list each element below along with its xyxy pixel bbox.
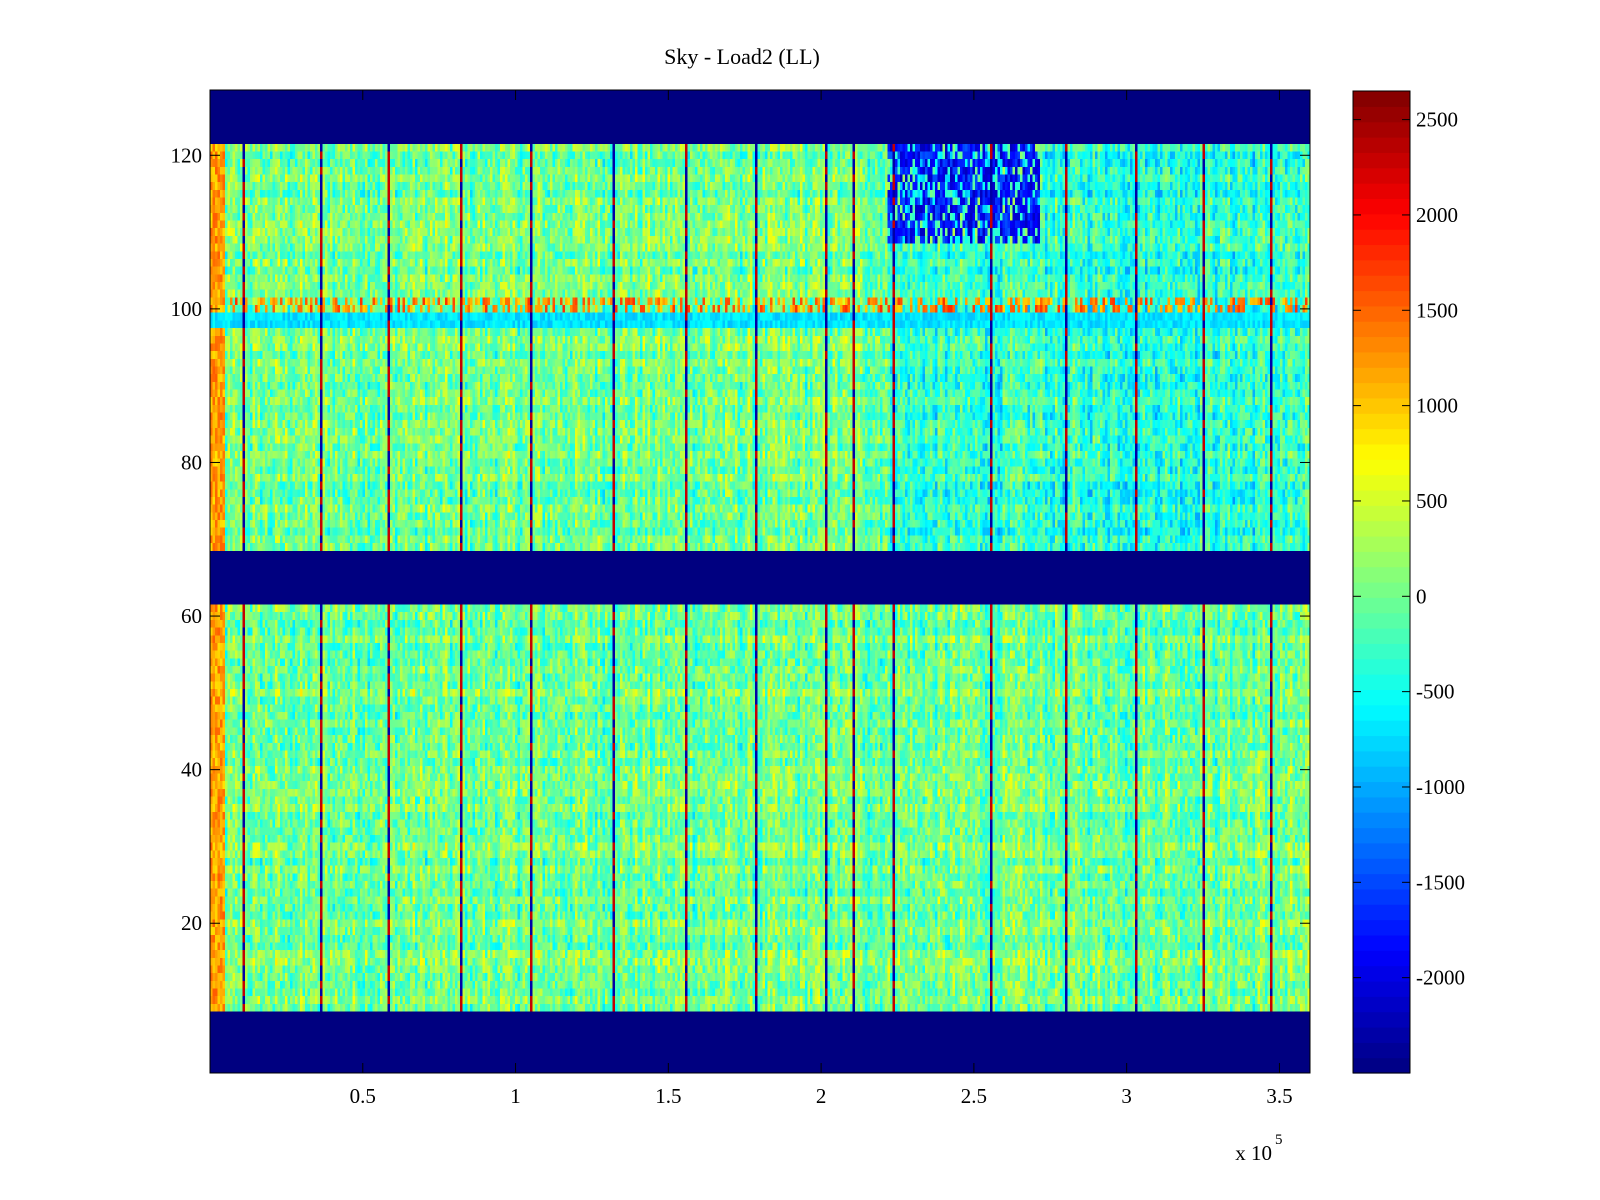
colorbar-segment [1353,551,1410,568]
colorbar-segment [1353,229,1410,246]
colorbar-segment [1353,474,1410,491]
colorbar-segment [1353,812,1410,829]
colorbar-segment [1353,566,1410,583]
colorbar-segment [1353,643,1410,660]
heatmap-image [210,90,1310,1073]
x-tick-label: 2.5 [961,1084,987,1108]
colorbar-segment [1353,167,1410,184]
x-exponent-base: x 10 [1235,1141,1272,1165]
colorbar-segment [1353,904,1410,921]
colorbar-segment [1353,1057,1410,1074]
colorbar-tick-label: -1500 [1416,870,1465,894]
colorbar-segment [1353,781,1410,798]
plot-frame [209,89,1311,1074]
colorbar-tick-label: -1000 [1416,775,1465,799]
colorbar-tick-label: -500 [1416,680,1455,704]
colorbar-segment [1353,367,1410,384]
colorbar-tick-label: 1000 [1416,394,1458,418]
y-tick-label: 60 [181,604,202,628]
colorbar-tick-label: -2000 [1416,966,1465,990]
colorbar-segment [1353,275,1410,292]
colorbar-segment [1353,750,1410,767]
y-tick-label: 120 [171,143,203,167]
plot-area [209,89,1311,1074]
colorbar-segment [1353,612,1410,629]
colorbar-segment [1353,796,1410,813]
x-axis: 0.5 1 1.5 2 2.5 3 3.5 [350,90,1293,1108]
x-tick-label: 1 [510,1084,521,1108]
x-exponent-power: 5 [1275,1132,1283,1148]
colorbar-segment [1353,290,1410,307]
colorbar-segment [1353,351,1410,368]
colorbar-segment [1353,183,1410,200]
y-tick-label: 100 [171,297,203,321]
colorbar-segment [1353,382,1410,399]
colorbar-segment [1353,950,1410,967]
colorbar-segment [1353,121,1410,138]
colorbar-tick-label: 2500 [1416,108,1458,132]
colorbar-segment [1353,244,1410,261]
colorbar-segment [1353,873,1410,890]
colorbar-segment [1353,1042,1410,1059]
colorbar-segment [1353,996,1410,1013]
colorbar: 2500 2000 1500 1000 500 0 -500 -1000 -1500 -2000 [1352,90,1465,1074]
colorbar-segment [1353,305,1410,322]
chart-title: Sky - Load2 (LL) [664,44,820,69]
colorbar-tick-label: 2000 [1416,203,1458,227]
colorbar-segment [1353,259,1410,276]
x-tick-label: 2 [816,1084,827,1108]
y-tick-label: 20 [181,911,202,935]
colorbar-segment [1353,336,1410,353]
colorbar-segment [1353,858,1410,875]
y-tick-label: 40 [181,758,202,782]
x-tick-label: 0.5 [350,1084,376,1108]
colorbar-tick-label: 1500 [1416,298,1458,322]
colorbar-segment [1353,520,1410,537]
colorbar-segment [1353,1026,1410,1043]
x-axis-exponent: x 10 5 [1235,1132,1282,1165]
colorbar-segment [1353,152,1410,169]
colorbar-segment [1353,919,1410,936]
colorbar-frame [1352,90,1411,1074]
colorbar-segment [1353,91,1410,107]
colorbar-segment [1353,597,1410,614]
colorbar-segment [1353,888,1410,905]
colorbar-segment [1353,1011,1410,1028]
colorbar-segment [1353,428,1410,445]
colorbar-segment [1353,459,1410,476]
colorbar-segment [1353,689,1410,706]
colorbar-segment [1353,137,1410,153]
colorbar-tick-label: 500 [1416,489,1448,513]
x-tick-label: 1.5 [655,1084,681,1108]
x-tick-label: 3 [1121,1084,1132,1108]
colorbar-segment [1353,674,1410,691]
x-tick-label: 3.5 [1266,1084,1292,1108]
colorbar-segment [1353,628,1410,644]
colorbar-segment [1353,213,1410,230]
colorbar-tick-label: 0 [1416,584,1427,608]
colorbar-segment [1353,106,1410,123]
colorbar-segment [1353,720,1410,737]
colorbar-segment [1353,980,1410,997]
colorbar-segment [1353,505,1410,522]
colorbar-segment [1353,443,1410,460]
y-tick-label: 80 [181,450,202,474]
y-axis: 20 40 60 80 100 120 [171,143,1310,935]
colorbar-segment [1353,198,1410,215]
colorbar-segment [1353,489,1410,506]
colorbar-segment [1353,321,1410,338]
colorbar-segment [1353,934,1410,951]
colorbar-segment [1353,658,1410,675]
colorbar-segment [1353,397,1410,414]
colorbar-segment [1353,965,1410,982]
colorbar-segment [1353,766,1410,783]
colorbar-segment [1353,582,1410,598]
colorbar-segment [1353,704,1410,721]
colorbar-segment [1353,413,1410,430]
colorbar-segment [1353,535,1410,552]
colorbar-segment [1353,735,1410,752]
colorbar-segment [1353,842,1410,859]
colorbar-segment [1353,827,1410,844]
